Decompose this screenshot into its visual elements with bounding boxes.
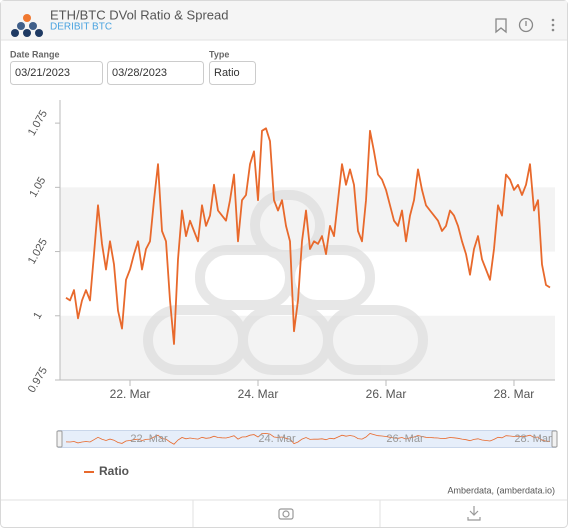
x-tick-label: 28. Mar [494, 387, 535, 401]
header-bg [1, 1, 567, 40]
x-tick-label: 26. Mar [366, 387, 407, 401]
menu-icon[interactable] [551, 18, 555, 32]
title: ETH/BTC DVol Ratio & Spread [50, 7, 228, 22]
start-date-input[interactable] [10, 61, 103, 85]
navigator-label: 24. Mar [258, 433, 296, 445]
legend-label[interactable]: Ratio [99, 464, 129, 478]
y-tick-label: 1 [31, 310, 44, 321]
download-icon[interactable] [467, 506, 481, 521]
watermark [143, 190, 428, 375]
date-range-label: Date Range [10, 49, 60, 59]
series-line [65, 127, 551, 345]
subtitle: DERIBIT BTC [50, 22, 112, 33]
info-icon[interactable] [518, 17, 534, 33]
end-date: 03/28/2023 [112, 67, 167, 79]
bookmark-icon[interactable] [495, 18, 507, 34]
logo [11, 14, 43, 37]
camera-icon[interactable] [278, 508, 294, 520]
navigator-line [65, 432, 551, 445]
navigator-handle[interactable] [551, 430, 558, 448]
x-tick-label: 22. Mar [110, 387, 151, 401]
type-value: Ratio [214, 67, 240, 79]
navigator-label: 26. Mar [386, 433, 424, 445]
x-tick-label: 24. Mar [238, 387, 279, 401]
navigator-label: 28. Mar [514, 433, 552, 445]
end-date-input[interactable] [107, 61, 204, 85]
type-label: Type [209, 49, 229, 59]
start-date: 03/21/2023 [15, 67, 70, 79]
navigator-label: 22. Mar [130, 433, 168, 445]
credit: Amberdata, (amberdata.io) [447, 485, 555, 495]
navigator-handle[interactable] [56, 430, 63, 448]
type-select[interactable] [209, 61, 256, 85]
